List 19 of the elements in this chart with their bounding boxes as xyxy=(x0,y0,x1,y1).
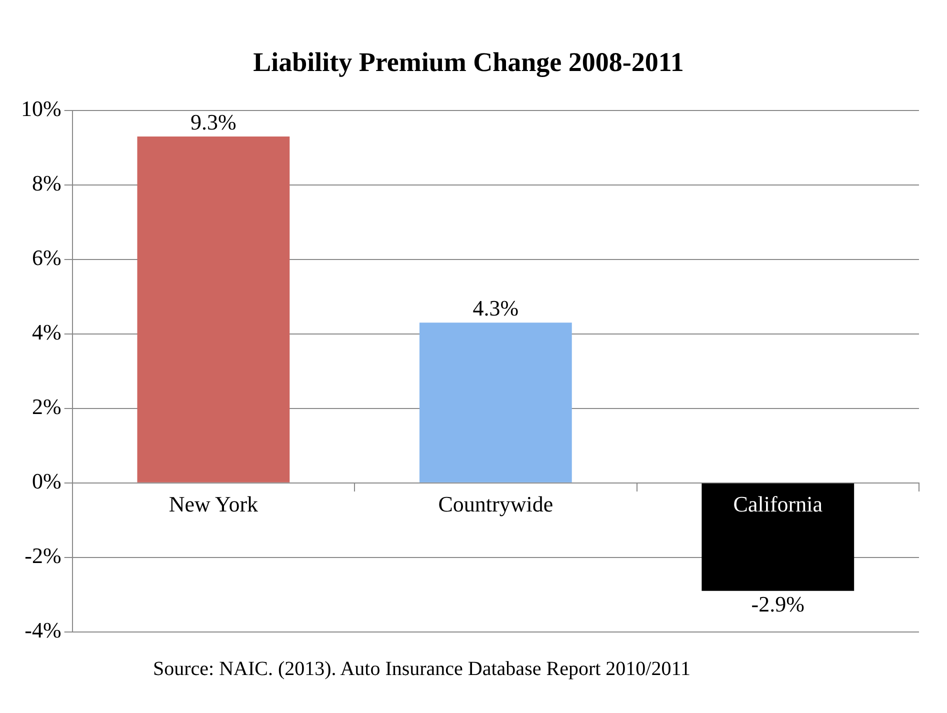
bar xyxy=(702,483,854,591)
x-tick-label: Countrywide xyxy=(438,492,554,517)
data-label: 4.3% xyxy=(472,295,519,320)
y-tick-label: 8% xyxy=(32,170,62,196)
source-note: Source: NAIC. (2013). Auto Insurance Database Report 2010/2011 xyxy=(153,658,692,681)
chart-title: Liability Premium Change 2008-2011 xyxy=(253,47,684,78)
bar xyxy=(137,136,290,482)
x-tick-label: California xyxy=(733,492,823,517)
x-tick-label: New York xyxy=(168,492,258,517)
y-tick-label: 2% xyxy=(32,394,62,420)
y-tick-label: -2% xyxy=(24,543,62,568)
bar xyxy=(419,322,572,482)
y-tick-label: 4% xyxy=(32,320,62,345)
y-tick-label: 10% xyxy=(21,96,62,122)
y-tick-label: 6% xyxy=(32,245,62,270)
y-tick-label: 0% xyxy=(32,468,62,494)
data-label: 9.3% xyxy=(190,109,236,134)
y-tick-label: -4% xyxy=(24,618,62,643)
data-label: -2.9% xyxy=(751,592,804,617)
